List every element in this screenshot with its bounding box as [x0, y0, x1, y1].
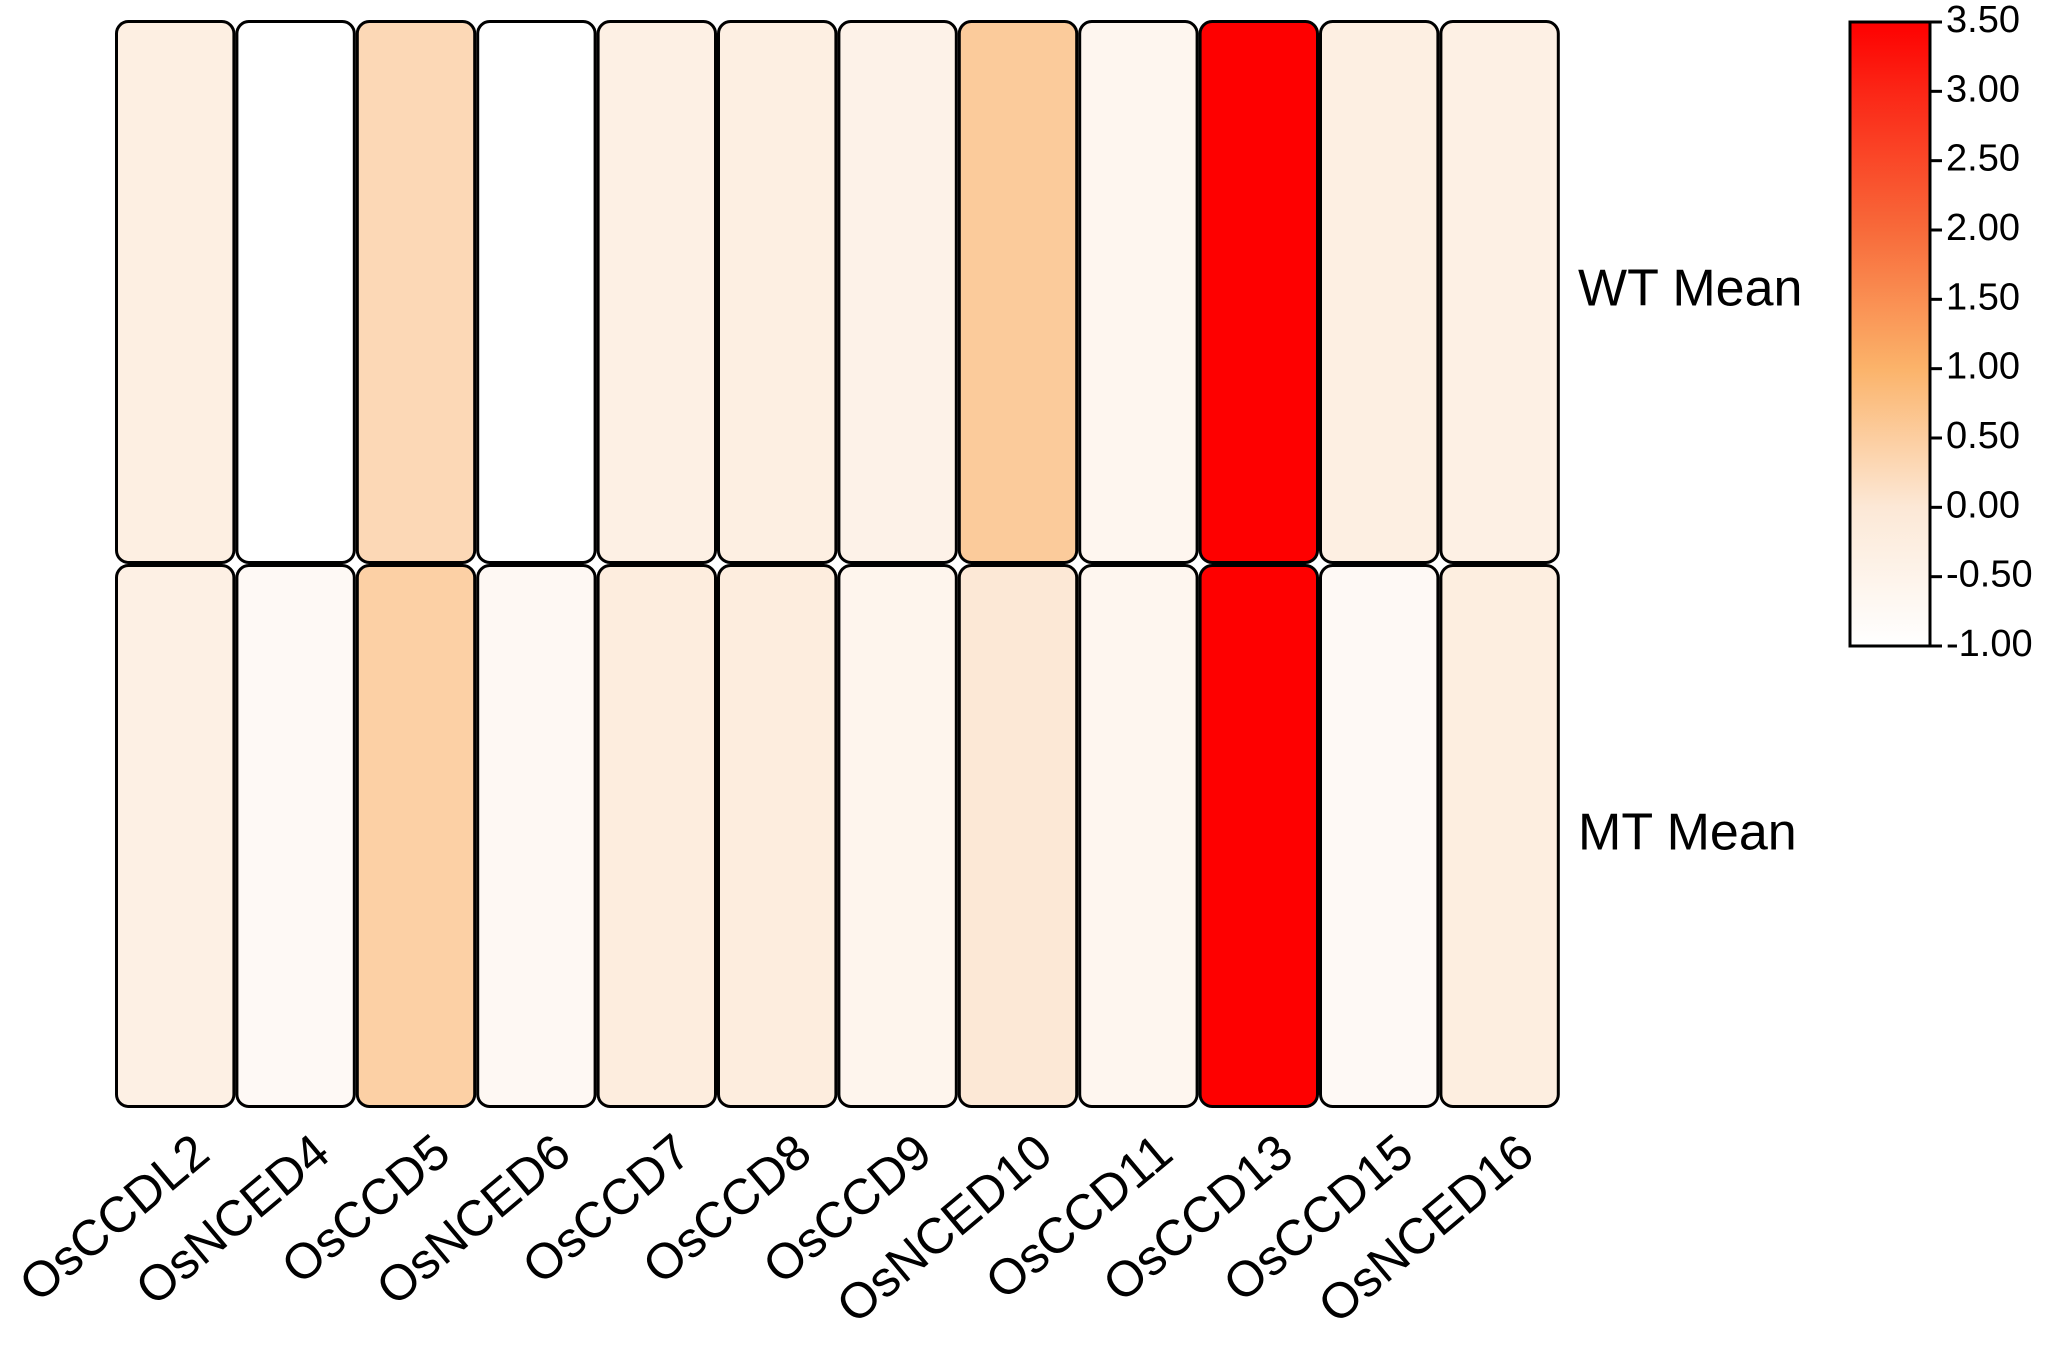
- heatmap-cell-wt-mean-osccdl2: [115, 20, 236, 564]
- heatmap-cell-mt-mean-osnced10: [957, 564, 1079, 1108]
- heatmap-cell-wt-mean-osnced4: [235, 20, 356, 564]
- heatmap-cell-wt-mean-osccd5: [355, 20, 477, 564]
- row-label-mt-mean: MT Mean: [1578, 804, 1797, 862]
- heatmap-cell-wt-mean-osccd13: [1198, 20, 1319, 564]
- heatmap-cell-wt-mean-osccd15: [1319, 20, 1440, 564]
- colorbar-tick-label: 1.50: [1946, 276, 2020, 318]
- heatmap-cells: [115, 20, 1560, 1108]
- heatmap-cell-mt-mean-osccd9: [837, 564, 958, 1108]
- heatmap-cell-wt-mean-osnced10: [957, 20, 1079, 564]
- colorbar-tick-label: 2.00: [1946, 207, 2020, 249]
- colorbar-tick-label: 0.50: [1946, 415, 2020, 457]
- heatmap-cell-mt-mean-osccd13: [1198, 564, 1319, 1108]
- heatmap-cell-mt-mean-osnced4: [235, 564, 356, 1108]
- heatmap-cell-mt-mean-osnced6: [476, 564, 597, 1108]
- heatmap-cell-mt-mean-osccd11: [1078, 564, 1199, 1108]
- colorbar-tick-label: 3.00: [1946, 68, 2020, 110]
- colorbar-tick-label: -1.00: [1946, 623, 2033, 665]
- heatmap-cell-wt-mean-osccd8: [717, 20, 838, 564]
- heatmap-cell-mt-mean-osccdl2: [115, 564, 236, 1108]
- colorbar-tick-label: 0.00: [1946, 484, 2020, 526]
- heatmap-cell-mt-mean-osccd7: [596, 564, 717, 1108]
- heatmap-cell-mt-mean-osnced16: [1439, 564, 1560, 1108]
- column-labels: OsCCDL2OsNCED4OsCCD5OsNCED6OsCCD7OsCCD8O…: [9, 1123, 1544, 1334]
- row-label-wt-mean: WT Mean: [1578, 260, 1802, 318]
- heatmap-cell-wt-mean-osccd11: [1078, 20, 1199, 564]
- heatmap-cell-wt-mean-osccd9: [837, 20, 958, 564]
- colorbar-tick-label: 2.50: [1946, 138, 2020, 180]
- heatmap-cell-mt-mean-osccd8: [717, 564, 838, 1108]
- heatmap-cell-wt-mean-osccd7: [596, 20, 717, 564]
- colorbar-gradient: [1848, 20, 1932, 648]
- colorbar-tick-label: -0.50: [1946, 554, 2033, 596]
- row-labels: WT Mean MT Mean: [1578, 260, 1802, 862]
- heatmap-cell-wt-mean-osnced6: [476, 20, 597, 564]
- colorbar: 3.50 3.00 2.50 2.00 1.50 1.00 0.50 0.00 -0.50 -1.…: [1848, 0, 2033, 665]
- heatmap-cell-mt-mean-osccd5: [355, 564, 477, 1108]
- colorbar-tick-label: 3.50: [1946, 0, 2020, 41]
- heatmap-cell-wt-mean-osnced16: [1439, 20, 1560, 564]
- heatmap-cell-mt-mean-osccd15: [1319, 564, 1440, 1108]
- colorbar-tick-label: 1.00: [1946, 346, 2020, 388]
